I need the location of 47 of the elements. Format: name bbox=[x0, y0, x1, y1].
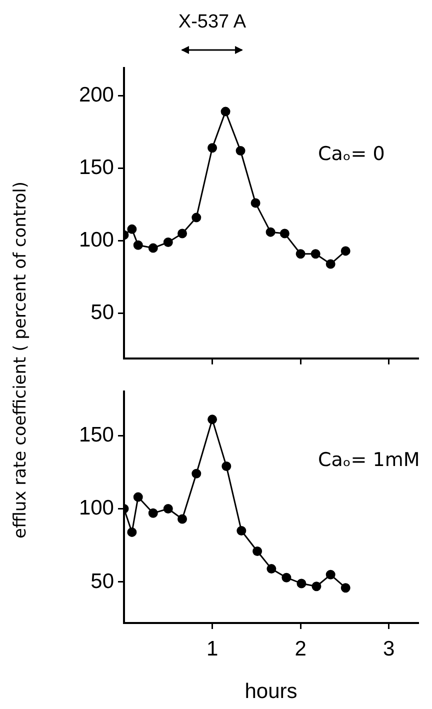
point bbox=[280, 228, 290, 238]
point bbox=[250, 198, 260, 208]
point bbox=[296, 249, 306, 259]
y-tick-label: 200 bbox=[78, 83, 114, 106]
point bbox=[266, 564, 276, 574]
point bbox=[252, 546, 262, 556]
point bbox=[178, 514, 188, 524]
point bbox=[133, 240, 143, 250]
point bbox=[236, 146, 246, 156]
point bbox=[340, 583, 350, 593]
point bbox=[163, 504, 173, 514]
point bbox=[148, 508, 158, 518]
point bbox=[127, 527, 137, 537]
point bbox=[192, 468, 202, 478]
point bbox=[282, 572, 292, 582]
x-axis-title: hours bbox=[244, 680, 298, 704]
point bbox=[296, 578, 306, 588]
x-tick-label: 1 bbox=[206, 637, 218, 660]
point bbox=[178, 228, 188, 238]
point bbox=[236, 526, 246, 536]
point bbox=[220, 106, 230, 116]
y-tick-label: 150 bbox=[78, 423, 114, 446]
point bbox=[312, 582, 322, 592]
point bbox=[266, 227, 276, 237]
point bbox=[326, 259, 336, 269]
point bbox=[133, 492, 143, 502]
y-tick-label: 50 bbox=[90, 570, 114, 593]
point bbox=[340, 246, 350, 256]
annotation: Caₒ= 0 bbox=[318, 143, 385, 166]
x-tick-label: 2 bbox=[294, 637, 306, 660]
point bbox=[127, 224, 137, 234]
x-tick-label: 3 bbox=[383, 637, 395, 660]
point bbox=[192, 212, 202, 222]
y-tick-label: 100 bbox=[78, 228, 114, 252]
point bbox=[163, 237, 173, 247]
y-tick-label: 100 bbox=[78, 496, 114, 520]
point bbox=[222, 462, 232, 472]
point bbox=[208, 143, 218, 153]
annotation: Caₒ= 1mM bbox=[318, 448, 420, 471]
point bbox=[310, 249, 320, 259]
point bbox=[208, 414, 218, 424]
point bbox=[326, 570, 336, 580]
y-axis-title: efflux rate coefficient ( percent of control) bbox=[10, 182, 30, 538]
text: X-537 A bbox=[178, 12, 246, 33]
point bbox=[148, 243, 158, 253]
y-tick-label: 150 bbox=[78, 156, 114, 179]
y-tick-label: 50 bbox=[90, 301, 114, 324]
